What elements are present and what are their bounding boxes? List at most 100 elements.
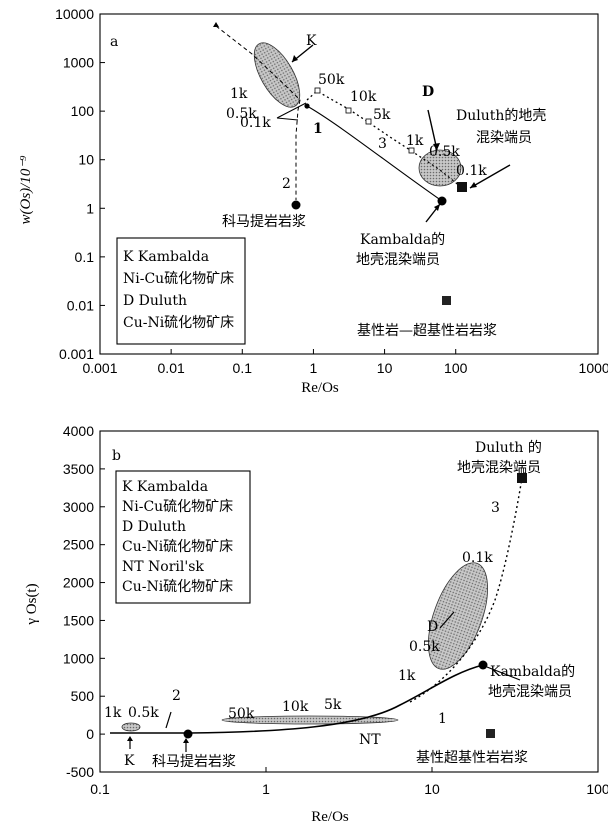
x-tick-label: 100 [444,360,468,376]
panel-b-ann-curve-3: 3 [491,500,500,516]
panel-a-arrow-d-head [433,143,440,150]
panel-b-frame [99,430,599,773]
panel-b-x-axis-label: Re/Os [311,809,349,825]
panel-b-ann-5k: 5k [324,697,342,713]
panel-b-legend-item-1: K Kambalda [122,479,208,495]
panel-b-ann-50k: 50k [228,706,255,722]
panel-a-point-origin [304,103,310,109]
y-tick-label: 4000 [63,423,94,439]
panel-a-field-duluth [418,149,462,187]
panel-a-legend-item-1: K Kambalda [123,249,209,265]
panel-a-ann-duluth-2: 混染端员 [476,130,532,146]
panel-b-arrow-kambalda [486,666,521,681]
panel-a-open-square-5k [365,118,372,125]
x-tick-label: 1 [310,360,318,376]
panel-b-ann-10k: 10k [282,699,309,715]
panel-a-point-kambalda-end [437,196,447,206]
panel-a-arrow-d [427,109,438,151]
panel-a-x-ticks: 0.001 0.01 0.1 1 10 100 10000 [82,349,608,376]
x-tick-label: 1 [262,781,270,797]
panel-b-y-ticks: 4000 3500 3000 2500 2000 1500 1000 500 0 -500 [63,423,105,780]
panel-a-ann-5k: 5k [373,107,391,123]
x-tick-label: 0.01 [158,360,185,376]
panel-b-x-ticks: 0.1 1 10 100 [90,767,608,797]
x-tick-label: 10 [377,360,393,376]
panel-a-triangle-marker [213,22,219,27]
panel-a-arrow-duluth-head [470,182,477,188]
panel-b-arrow-2 [165,711,172,729]
panel-a-ann-k: K [306,33,317,49]
panel-a-ann-05k: 0.5k [226,106,257,122]
x-tick-label: 10000 [579,360,608,376]
panel-b-ann-kambalda-1: Kambalda的 [490,664,575,680]
panel-b-legend-item-6: Cu-Ni硫化物矿床 [122,579,233,595]
panel-a-ann-1k-d: 1k [406,133,424,149]
panel-a-x-axis-label: Re/Os [301,380,339,396]
panel-a-legend-item-4: Cu-Ni硫化物矿床 [123,315,234,331]
panel-b-field-norilsk [221,715,399,725]
panel-a-ann-50k: 50k [318,72,345,88]
panel-a-legend [116,237,246,345]
panel-a-open-square-10k [345,107,352,114]
panel-b-curve-1 [110,664,484,734]
y-tick-label: -500 [66,764,94,780]
panel-a-arrow-01k [276,102,307,121]
panel-a-ann-01k-d: 0.1k [456,163,487,179]
y-tick-label: 0.01 [67,297,94,313]
y-tick-label: 1000 [63,650,94,666]
x-tick-label: 100 [586,781,608,797]
panel-b-ann-nt: NT [359,732,381,748]
panel-a-ann-kambalda-2: 地壳混染端员 [356,251,440,268]
panel-a-legend-item-3: D Duluth [123,293,187,309]
panel-b-arrow-komatiite-head [183,738,189,743]
panel-a-point-komatiite [291,200,301,210]
y-tick-label: 2500 [63,537,94,553]
x-tick-label: 0.1 [233,360,253,376]
panel-a-ann-10k: 10k [350,89,377,105]
panel-a-arrow-duluth [469,164,511,189]
panel-b-ann-curve-1: 1 [438,711,447,727]
panel-a-ann-curve-2: 2 [282,176,291,192]
panel-b-point-kambalda-end [478,660,488,670]
panel-b-legend-item-2: Ni-Cu硫化物矿床 [122,499,233,515]
panel-b-ann-1k-d: 1k [398,668,416,684]
panel-a-ann-01k: 0.1k [240,115,271,131]
panel-b-curve-3 [409,477,523,703]
panel-b-ann-komatiite: 科马提岩岩浆 [152,754,236,770]
panel-a-arrow-kambalda-head [434,204,440,211]
panel-a-ann-komatiite: 科马提岩岩浆 [222,214,306,230]
panel-a-y-axis-label: w(Os)/10⁻⁹ [18,156,34,225]
panel-a-ann-kambalda-1: Kambalda的 [360,232,445,248]
panel-b-ann-01k: 0.1k [462,550,493,566]
y-tick-label: 0 [86,726,94,742]
y-tick-label: 500 [71,688,95,704]
panel-b-arrow-d [439,611,455,629]
panel-a-ann-05k-d: 0.5k [429,144,460,160]
y-tick-label: 100 [71,103,95,119]
x-tick-label: 10 [424,781,440,797]
panel-a-ann-duluth-1: Duluth的地壳 [456,107,546,124]
panel-b-y-axis-label: γ Os(t) [24,583,40,625]
panel-b-point-mafic-magma [486,729,495,738]
panel-b-ann-k: K [124,753,135,769]
y-tick-label: 2000 [63,575,94,591]
panel-b-point-komatiite [183,729,193,739]
panel-a-ann-curve-3: 3 [378,136,387,152]
panel-a-field-kambalda [253,42,301,108]
panel-b-ann-duluth-2: 地壳混染端员 [457,459,541,476]
panel-b-legend-item-3: D Duluth [122,519,186,535]
x-tick-label: 0.001 [82,360,117,376]
x-tick-label: 0.1 [90,781,110,797]
panel-b-point-duluth-end [517,473,527,483]
panel-a-open-square-50k [314,87,321,94]
panel-b-field-duluth [428,562,488,670]
panel-a-arrow-k-head [292,55,298,62]
panel-b-label: b [112,448,121,464]
panel-b-ann-05k-d: 0.5k [409,639,440,655]
panel-b-ann-duluth-1: Duluth 的 [475,440,542,456]
panel-a-ann-mafic-magma: 基性岩—超基性岩岩浆 [357,322,497,339]
panel-a-label: a [110,34,118,50]
panel-a-point-duluth-end [457,182,467,192]
